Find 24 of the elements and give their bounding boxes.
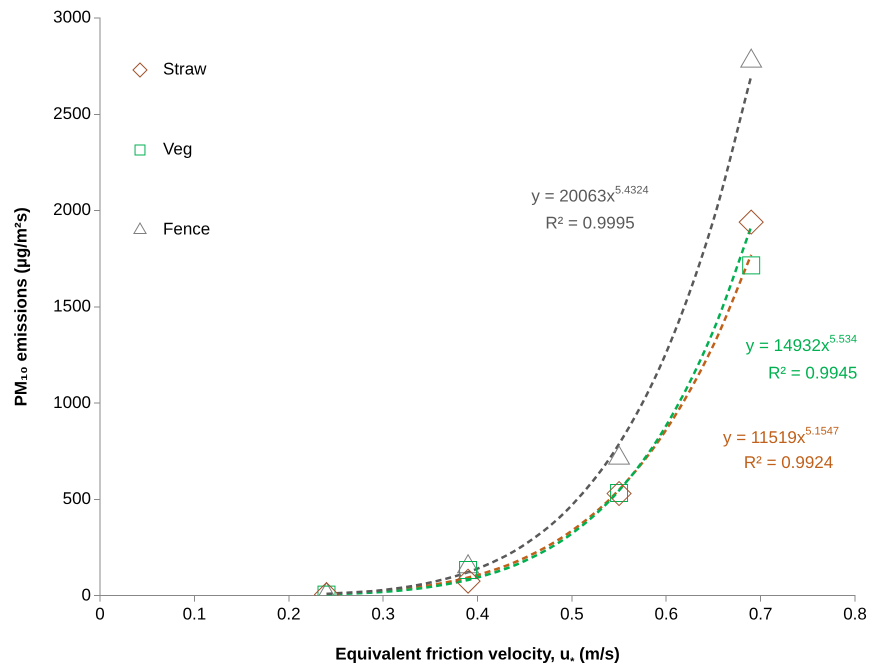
y-tick-label: 0 <box>82 585 91 604</box>
x-tick-label: 0.5 <box>560 604 584 624</box>
x-tick-label: 0.6 <box>654 604 678 624</box>
y-tick-label: 1500 <box>53 296 91 316</box>
x-tick-label: 0.2 <box>276 604 301 624</box>
annotation: R² = 0.9995 <box>545 213 635 232</box>
x-tick-label: 0 <box>95 604 105 624</box>
x-tick-label: 0.8 <box>843 604 867 624</box>
x-tick-label: 0.4 <box>466 604 490 624</box>
x-tick-label: 0.7 <box>748 604 772 624</box>
y-tick-label: 1000 <box>53 392 91 412</box>
legend-label: Fence <box>163 220 210 239</box>
y-tick-label: 3000 <box>53 8 91 27</box>
x-axis-title: Equivalent friction velocity, u* (m/s) <box>335 644 620 668</box>
annotation: R² = 0.9945 <box>768 363 858 382</box>
x-tick-label: 0.3 <box>371 604 395 624</box>
annotation: R² = 0.9924 <box>744 453 834 472</box>
y-tick-label: 500 <box>62 489 91 508</box>
y-axis-title: PM₁₀ emissions (µg/m²s) <box>12 207 31 406</box>
y-tick-label: 2000 <box>53 200 91 220</box>
legend-label: Straw <box>163 60 208 79</box>
y-tick-label: 2500 <box>53 104 91 123</box>
legend-label: Veg <box>163 140 192 159</box>
x-tick-label: 0.1 <box>182 604 206 624</box>
